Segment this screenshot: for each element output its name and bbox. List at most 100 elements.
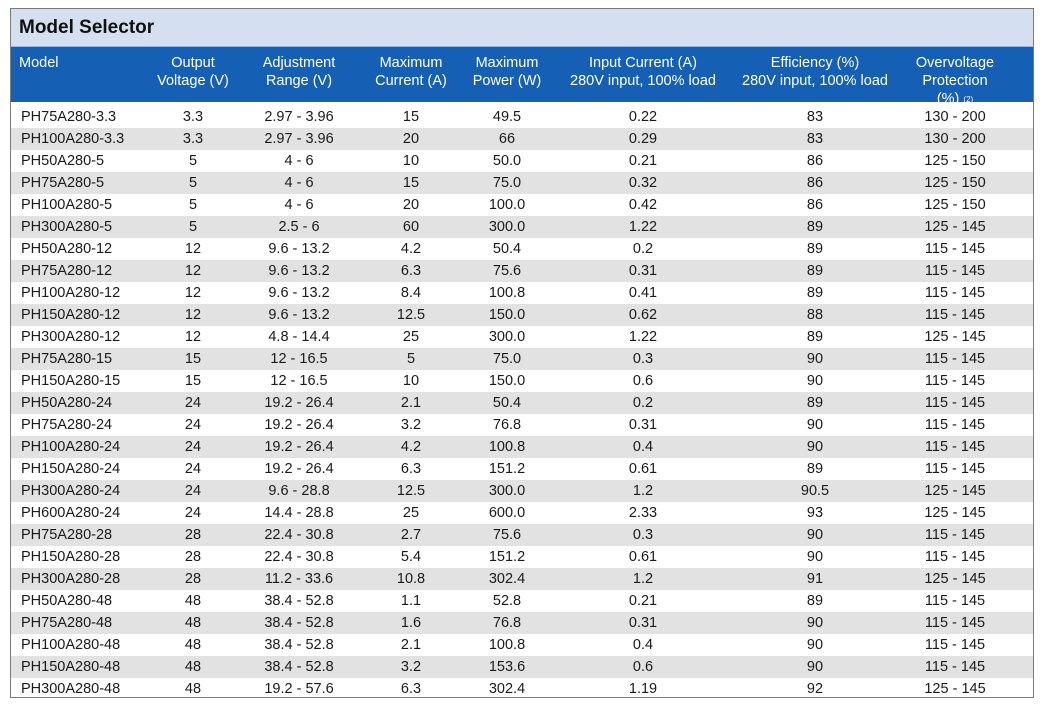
table-row: PH75A280-24 24 19.2 - 26.4 3.2 76.8 0.31 90 115…	[11, 414, 1033, 436]
cell-efficiency: 93	[806, 505, 824, 521]
cell-overvoltage-protection: 125 - 150	[924, 175, 986, 191]
cell-output-voltage: 24	[184, 461, 202, 477]
cell-overvoltage-protection: 115 - 145	[924, 307, 986, 323]
cell-overvoltage-protection: 115 - 145	[924, 263, 986, 279]
table-row: PH150A280-24 24 19.2 - 26.4 6.3 151.2 0.61 89 1…	[11, 458, 1033, 480]
cell-model: PH300A280-48	[21, 681, 121, 697]
cell-adjustment-range: 12 - 16.5	[270, 373, 328, 389]
cell-input-current: 0.31	[628, 615, 658, 631]
cell-maximum-power: 75.6	[492, 527, 522, 543]
cell-overvoltage-protection: 125 - 150	[924, 197, 986, 213]
header-output-voltage: Output Voltage (V)	[157, 54, 229, 90]
table-row: PH300A280-48 48 19.2 - 57.6 6.3 302.4 1.19 92 1…	[11, 678, 1033, 700]
cell-maximum-power: 50.0	[492, 153, 522, 169]
cell-adjustment-range: 9.6 - 13.2	[268, 263, 330, 279]
cell-maximum-power: 300.0	[488, 329, 526, 345]
cell-efficiency: 89	[806, 285, 824, 301]
cell-input-current: 0.2	[632, 395, 654, 411]
header-input-current: Input Current (A) 280V input, 100% load	[570, 54, 716, 90]
cell-maximum-current: 15	[402, 175, 420, 191]
table-row: PH300A280-5 5 2.5 - 6 60 300.0 1.22 89 125 - 14…	[11, 216, 1033, 238]
cell-efficiency: 86	[806, 175, 824, 191]
cell-input-current: 0.29	[628, 131, 658, 147]
cell-maximum-current: 6.3	[400, 681, 422, 697]
cell-overvoltage-protection: 115 - 145	[924, 637, 986, 653]
cell-model: PH150A280-12	[21, 307, 121, 323]
header-overvoltage-protection-line-2: Protection (%) (2)	[922, 73, 988, 107]
table-row: PH75A280-5 5 4 - 6 15 75.0 0.32 86 125 - 150	[11, 172, 1033, 194]
cell-input-current: 0.6	[632, 659, 654, 675]
cell-output-voltage: 15	[184, 351, 202, 367]
cell-maximum-current: 20	[402, 197, 420, 213]
cell-efficiency: 90	[806, 659, 824, 675]
cell-input-current: 0.62	[628, 307, 658, 323]
cell-adjustment-range: 19.2 - 26.4	[264, 417, 334, 433]
header-adjustment-range-line-2: Range (V)	[265, 73, 333, 89]
cell-maximum-current: 12.5	[396, 307, 426, 323]
cell-overvoltage-protection: 115 - 145	[924, 527, 986, 543]
header-output-voltage-line-2: Voltage (V)	[157, 73, 229, 89]
header-efficiency: Efficiency (%) 280V input, 100% load	[742, 54, 888, 90]
cell-model: PH300A280-24	[21, 483, 121, 499]
header-row: Model Output Voltage (V) Adjustment Range (V…	[11, 47, 1033, 107]
cell-overvoltage-protection: 115 - 145	[924, 439, 986, 455]
cell-model: PH150A280-48	[21, 659, 121, 675]
cell-model: PH75A280-12	[21, 263, 113, 279]
cell-output-voltage: 12	[184, 329, 202, 345]
cell-maximum-power: 49.5	[492, 109, 522, 125]
cell-maximum-current: 1.6	[400, 615, 422, 631]
table-row: PH150A280-15 15 12 - 16.5 10 150.0 0.6 90 115 -…	[11, 370, 1033, 392]
title-bar: Model Selector	[11, 9, 1033, 47]
table-row: PH300A280-12 12 4.8 - 14.4 25 300.0 1.22 89 125…	[11, 326, 1033, 348]
cell-maximum-power: 50.4	[492, 395, 522, 411]
cell-maximum-power: 151.2	[488, 461, 526, 477]
header-adjustment-range: Adjustment Range (V)	[263, 54, 336, 90]
cell-maximum-current: 15	[402, 109, 420, 125]
cell-output-voltage: 48	[184, 637, 202, 653]
cell-model: PH50A280-12	[21, 241, 113, 257]
cell-output-voltage: 12	[184, 285, 202, 301]
table-row: PH150A280-12 12 9.6 - 13.2 12.5 150.0 0.62 88 1…	[11, 304, 1033, 326]
header-maximum-current: Maximum Current (A)	[375, 54, 447, 90]
cell-overvoltage-protection: 130 - 200	[924, 109, 986, 125]
cell-maximum-power: 300.0	[488, 483, 526, 499]
cell-overvoltage-protection: 125 - 145	[924, 483, 986, 499]
cell-maximum-power: 100.8	[488, 285, 526, 301]
cell-output-voltage: 3.3	[182, 131, 204, 147]
cell-overvoltage-protection: 115 - 145	[924, 373, 986, 389]
cell-efficiency: 90	[806, 417, 824, 433]
cell-model: PH75A280-15	[21, 351, 113, 367]
cell-output-voltage: 24	[184, 395, 202, 411]
cell-maximum-current: 1.1	[400, 593, 422, 609]
cell-input-current: 0.32	[628, 175, 658, 191]
cell-model: PH75A280-28	[21, 527, 113, 543]
header-maximum-power: Maximum Power (W)	[473, 54, 541, 90]
header-maximum-current-line-2: Current (A)	[375, 73, 447, 89]
cell-input-current: 0.61	[628, 549, 658, 565]
cell-overvoltage-protection: 115 - 145	[924, 417, 986, 433]
cell-adjustment-range: 14.4 - 28.8	[264, 505, 334, 521]
cell-overvoltage-protection: 115 - 145	[924, 285, 986, 301]
cell-input-current: 0.42	[628, 197, 658, 213]
cell-overvoltage-protection: 125 - 145	[924, 571, 986, 587]
cell-overvoltage-protection: 125 - 145	[924, 681, 986, 697]
cell-overvoltage-protection: 125 - 145	[924, 219, 986, 235]
cell-maximum-current: 12.5	[396, 483, 426, 499]
cell-adjustment-range: 9.6 - 13.2	[268, 307, 330, 323]
table-row: PH100A280-5 5 4 - 6 20 100.0 0.42 86 125 - 150	[11, 194, 1033, 216]
cell-maximum-power: 76.8	[492, 417, 522, 433]
cell-maximum-current: 2.1	[400, 637, 422, 653]
cell-maximum-power: 100.8	[488, 637, 526, 653]
header-model: Model	[19, 54, 59, 72]
cell-model: PH75A280-48	[21, 615, 113, 631]
header-input-current-line-1: Input Current (A)	[588, 55, 697, 71]
cell-input-current: 0.4	[632, 439, 654, 455]
cell-output-voltage: 48	[184, 659, 202, 675]
header-output-voltage-line-1: Output	[171, 55, 215, 71]
table-row: PH100A280-24 24 19.2 - 26.4 4.2 100.8 0.4 90 11…	[11, 436, 1033, 458]
table-body: PH75A280-3.3 3.3 2.97 - 3.96 15 49.5 0.22 83 13…	[11, 102, 1033, 700]
cell-adjustment-range: 38.4 - 52.8	[264, 615, 334, 631]
cell-output-voltage: 48	[184, 593, 202, 609]
cell-output-voltage: 5	[188, 219, 198, 235]
cell-input-current: 0.3	[632, 527, 654, 543]
